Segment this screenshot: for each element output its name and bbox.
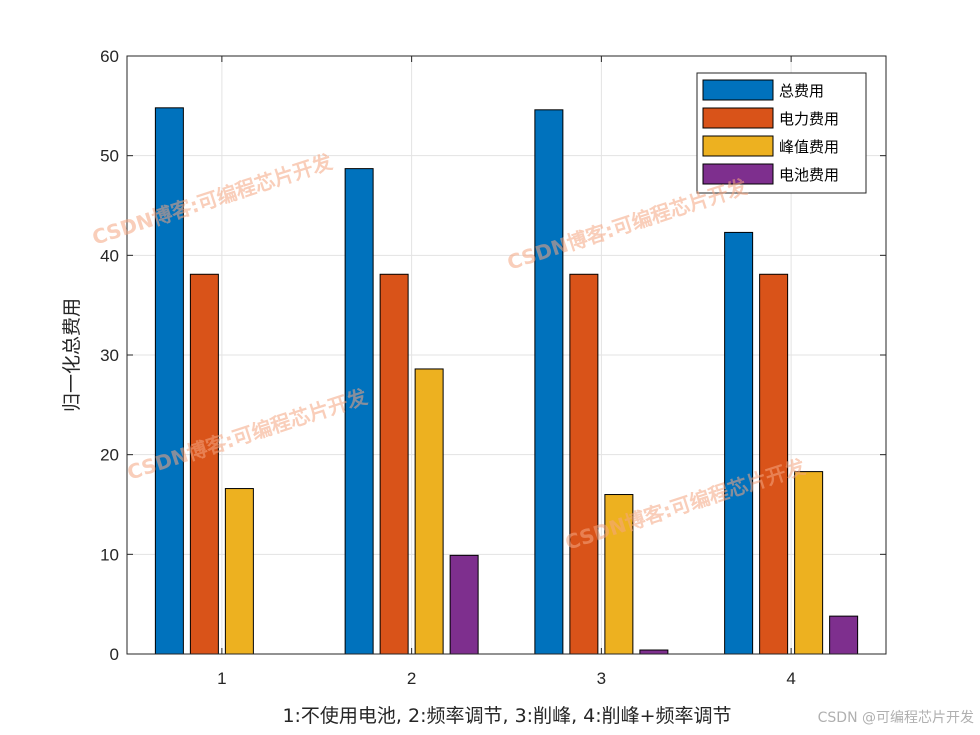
y-tick-label: 0 — [110, 645, 119, 664]
x-tick-label: 2 — [407, 669, 416, 688]
y-tick-label: 20 — [100, 446, 119, 465]
watermark-text: CSDN博客:可编程芯片开发 — [89, 149, 336, 250]
y-tick-label: 40 — [100, 246, 119, 265]
x-tick-label: 4 — [786, 669, 795, 688]
bar — [724, 231, 754, 655]
bar — [414, 368, 444, 655]
bar — [759, 273, 789, 655]
y-tick-label: 10 — [100, 545, 119, 564]
bar — [569, 273, 599, 655]
x-axis-label: 1:不使用电池, 2:频率调节, 3:削峰, 4:削峰+频率调节 — [282, 705, 731, 727]
bar — [534, 109, 564, 655]
bar — [604, 494, 634, 655]
legend-swatch — [702, 135, 774, 157]
credit-text: CSDN @可编程芯片开发 — [818, 710, 974, 726]
x-tick-label: 3 — [597, 669, 606, 688]
y-tick-label: 50 — [100, 147, 119, 166]
axis-ticks: 0 10 20 30 40 50 60 1 2 3 4 — [100, 47, 886, 688]
bar — [224, 488, 254, 655]
x-tick-label: 1 — [217, 669, 226, 688]
y-tick-label: 60 — [100, 47, 119, 66]
bar — [189, 273, 219, 655]
y-tick-label: 30 — [100, 346, 119, 365]
y-axis-label: 归一化总费用 — [61, 298, 83, 412]
legend-swatch — [702, 163, 774, 185]
bar — [639, 649, 669, 655]
bars — [154, 107, 859, 655]
legend-label: 电力费用 — [779, 110, 839, 128]
bar — [379, 273, 409, 655]
bar — [344, 168, 374, 655]
bar — [449, 554, 479, 655]
legend-swatch — [702, 79, 774, 101]
legend-swatch — [702, 107, 774, 129]
bar — [794, 471, 824, 655]
bar — [829, 615, 859, 655]
legend-label: 电池费用 — [779, 166, 839, 184]
legend-label: 总费用 — [779, 82, 824, 100]
bar — [154, 107, 184, 655]
legend-label: 峰值费用 — [779, 138, 839, 156]
